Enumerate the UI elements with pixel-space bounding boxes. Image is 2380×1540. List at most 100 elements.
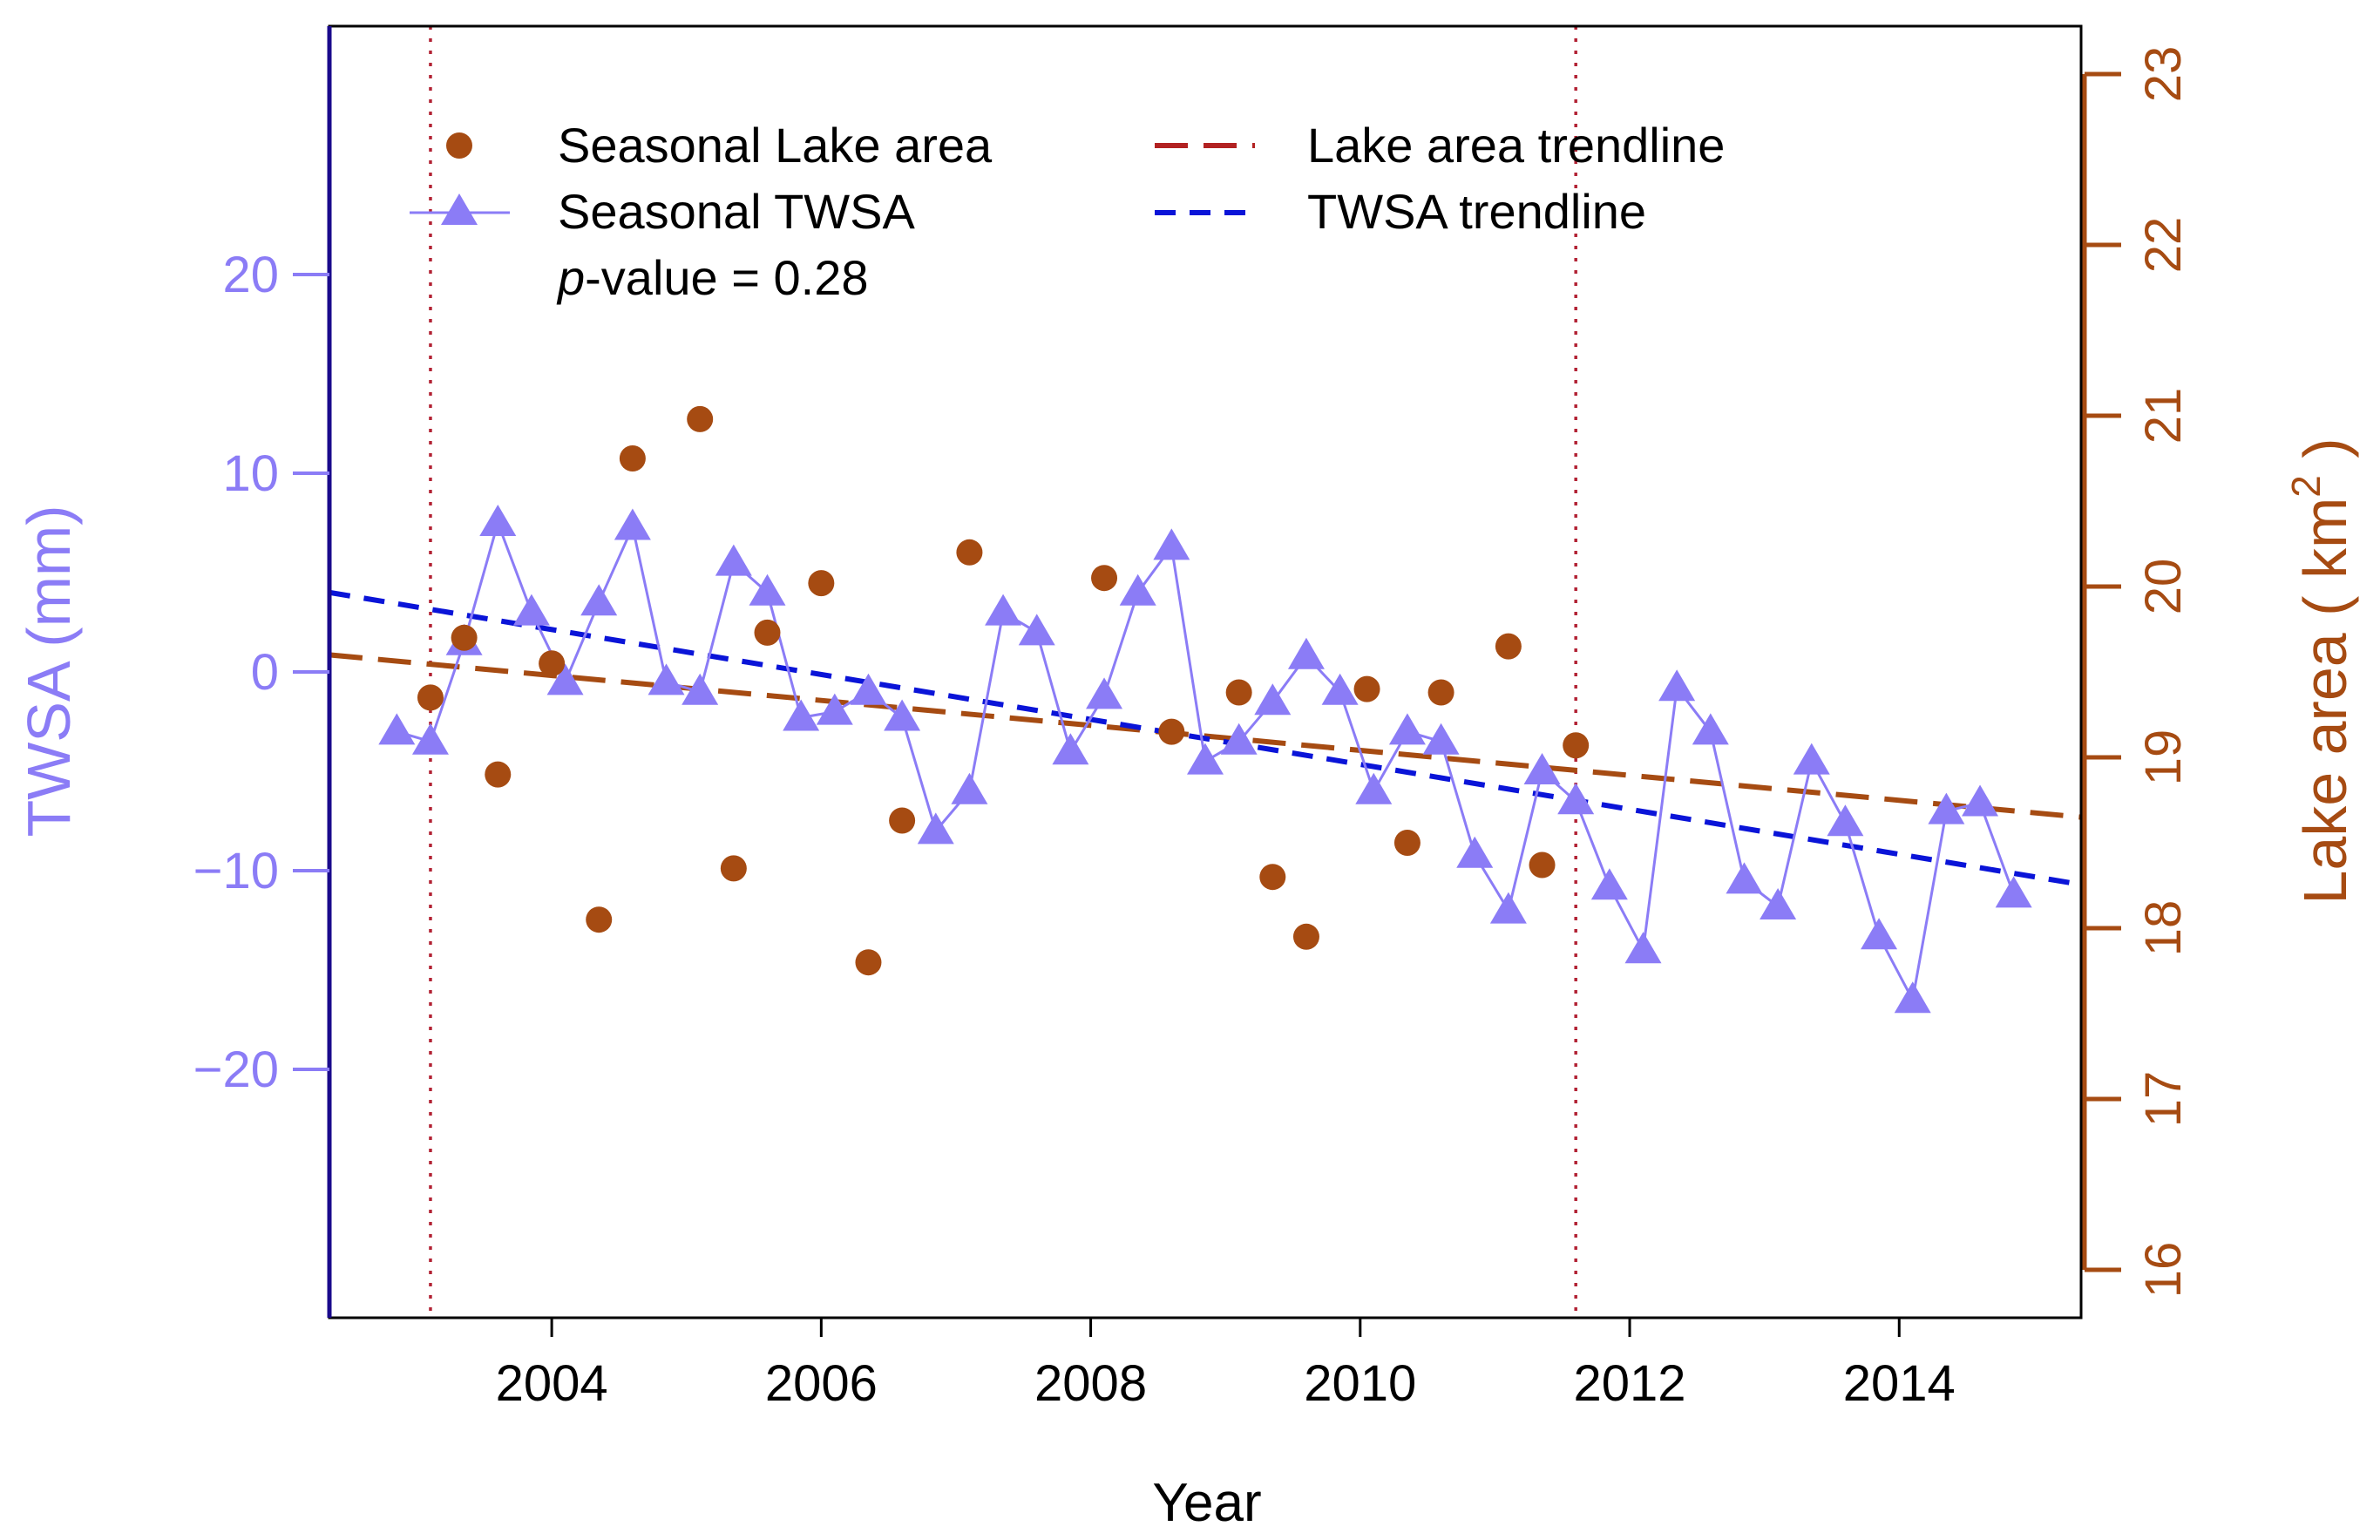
lake-area-point-10 <box>855 949 882 976</box>
x-tick-label-2: 2008 <box>1034 1355 1147 1412</box>
lake-area-point-22 <box>1529 851 1556 879</box>
twsa-point-24 <box>1187 743 1224 775</box>
twsa-point-19 <box>1018 614 1055 646</box>
lake-area-point-6 <box>687 405 714 432</box>
twsa-point-13 <box>816 693 853 725</box>
lake-area-point-15 <box>1225 679 1252 706</box>
legend-label-twsa-trend: TWSA trendline <box>1307 184 1646 239</box>
twsa-point-20 <box>1052 733 1089 765</box>
lake-area-point-11 <box>889 807 916 834</box>
x-tick-label-5: 2014 <box>1843 1355 1956 1412</box>
twsa-point-0 <box>378 713 416 745</box>
twsa-point-16 <box>917 812 954 845</box>
twsa-point-39 <box>1692 713 1729 745</box>
legend-label-twsa-series: Seasonal TWSA <box>558 184 915 239</box>
y-axis-right-title-main: Lake area ( km <box>2291 498 2359 905</box>
y-axis-right-title-sup: 2 <box>2283 475 2329 498</box>
twsa-point-46 <box>1928 792 1965 824</box>
twsa-point-7 <box>614 508 651 540</box>
lake-area-point-5 <box>619 445 646 471</box>
twsa-point-43 <box>1827 804 1864 837</box>
twsa-point-47 <box>1962 784 1999 817</box>
legend: Seasonal Lake area Seasonal TWSA p-value… <box>410 118 1725 305</box>
vertical-marker-lines <box>429 26 1577 1318</box>
legend-label-lake-trend: Lake area trendline <box>1307 118 1725 173</box>
twsa-point-4 <box>512 594 550 626</box>
x-tick-label-1: 2006 <box>765 1355 878 1412</box>
twsa-point-42 <box>1793 743 1830 775</box>
twsa-point-14 <box>850 673 887 705</box>
y-axis-left: −20 −10 0 10 20 <box>193 247 329 1098</box>
twsa-point-6 <box>580 584 618 616</box>
y-right-tick-label-0: 16 <box>2135 1242 2192 1299</box>
lake-area-point-16 <box>1259 864 1286 891</box>
p-value-text: -value = 0.28 <box>585 250 868 305</box>
y-left-tick-label-1: −10 <box>193 843 279 899</box>
y-axis-right-title-close: ) <box>2291 438 2359 475</box>
twsa-point-33 <box>1489 892 1527 924</box>
lake-area-points <box>417 405 1590 976</box>
lake-area-point-7 <box>720 855 747 882</box>
lake-area-point-21 <box>1495 633 1522 660</box>
twsa-point-21 <box>1086 677 1123 709</box>
y-left-tick-label-4: 20 <box>222 247 279 303</box>
x-tick-label-0: 2004 <box>496 1355 608 1412</box>
twsa-point-11 <box>749 573 786 606</box>
p-value-italic-p: p <box>556 250 585 305</box>
trendlines <box>329 589 2082 887</box>
y-right-tick-label-7: 23 <box>2135 46 2192 103</box>
lake-area-point-4 <box>586 906 613 933</box>
twsa-point-34 <box>1523 753 1561 784</box>
twsa-series <box>378 505 2032 1014</box>
twsa-point-37 <box>1624 932 1662 964</box>
twsa-point-35 <box>1557 783 1595 815</box>
lake-area-point-19 <box>1393 830 1421 856</box>
legend-p-value: p-value = 0.28 <box>556 250 869 305</box>
twsa-point-38 <box>1658 669 1696 702</box>
twsa-point-45 <box>1894 981 1931 1014</box>
twsa-point-9 <box>681 673 719 705</box>
y-right-tick-label-4: 20 <box>2135 559 2192 615</box>
y-right-tick-label-1: 17 <box>2135 1071 2192 1128</box>
twsa-point-8 <box>648 663 685 695</box>
twsa-point-36 <box>1590 868 1628 900</box>
lake-area-point-13 <box>1091 565 1118 592</box>
twsa-point-1 <box>411 723 449 755</box>
twsa-point-15 <box>884 699 921 731</box>
twsa-point-18 <box>985 594 1022 626</box>
lake-area-point-8 <box>754 619 781 646</box>
lake-area-point-18 <box>1353 675 1380 702</box>
x-axis-title: Year <box>1152 1473 1261 1533</box>
legend-lake-point-swatch <box>446 132 472 159</box>
twsa-point-17 <box>951 772 988 804</box>
twsa-point-25 <box>1220 723 1258 755</box>
legend-label-lake-points: Seasonal Lake area <box>558 118 993 173</box>
twsa-point-30 <box>1388 713 1426 745</box>
twsa-point-29 <box>1355 772 1393 804</box>
twsa-point-26 <box>1254 683 1292 716</box>
twsa-point-28 <box>1321 673 1359 705</box>
twsa-point-5 <box>546 663 584 695</box>
twsa-point-10 <box>715 544 752 576</box>
twsa-point-31 <box>1422 723 1460 755</box>
twsa-point-23 <box>1153 528 1190 560</box>
y-axis-right-title: Lake area ( km2 ) <box>2283 438 2359 904</box>
lake-area-point-0 <box>417 684 444 711</box>
x-tick-label-4: 2012 <box>1574 1355 1686 1412</box>
y-left-tick-label-3: 10 <box>222 445 279 502</box>
lake-area-point-23 <box>1563 732 1590 759</box>
lake-area-point-9 <box>808 570 835 597</box>
y-right-tick-label-3: 19 <box>2135 729 2192 786</box>
twsa-point-22 <box>1119 573 1156 606</box>
y-right-tick-label-2: 18 <box>2135 900 2192 957</box>
x-axis: 2004 2006 2008 2010 2012 2014 <box>496 1318 1956 1412</box>
lake-area-point-1 <box>451 624 478 651</box>
twsa-point-12 <box>783 699 820 731</box>
x-tick-label-3: 2010 <box>1304 1355 1416 1412</box>
twsa-point-48 <box>1995 876 2032 908</box>
y-axis-left-title: TWSA (mm) <box>15 505 83 837</box>
y-left-tick-label-2: 0 <box>251 644 279 701</box>
twsa-point-41 <box>1760 888 1797 920</box>
legend-twsa-triangle-swatch <box>441 193 478 225</box>
